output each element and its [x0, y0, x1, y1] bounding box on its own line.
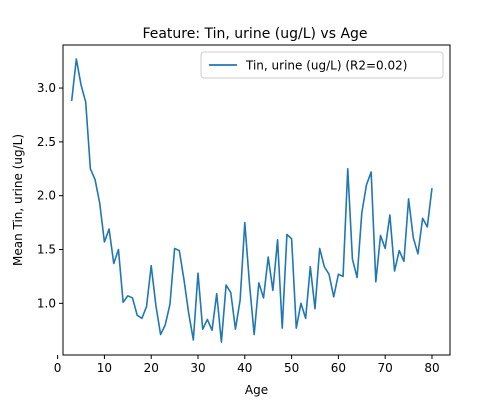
legend: Tin, urine (ug/L) (R2=0.02) — [200, 51, 444, 79]
y-tick-label: 2.5 — [37, 135, 56, 149]
y-axis-label: Mean Tin, urine (ug/L) — [11, 134, 25, 266]
series-line-0 — [70, 58, 433, 343]
legend-box — [200, 51, 444, 79]
x-tick-label: 60 — [331, 361, 346, 375]
x-tick-label: 0 — [54, 361, 62, 375]
chart-title: Feature: Tin, urine (ug/L) vs Age — [142, 26, 367, 42]
x-tick-label: 20 — [144, 361, 159, 375]
x-tick-label: 10 — [97, 361, 112, 375]
plot-frame — [62, 44, 451, 356]
y-tick-label: 1.0 — [37, 296, 56, 310]
y-tick-label: 1.5 — [37, 243, 56, 257]
x-tick-label: 40 — [237, 361, 252, 375]
y-tick-label: 2.0 — [37, 189, 56, 203]
y-tick-label: 3.0 — [37, 81, 56, 95]
x-axis-label: Age — [245, 383, 268, 397]
x-tick-label: 30 — [190, 361, 205, 375]
x-tick-label: 80 — [424, 361, 439, 375]
x-tick-label: 70 — [378, 361, 393, 375]
plot-area — [70, 58, 433, 343]
axis-ticks: 0 10 20 30 40 50 60 70 80 1.0 1.5 2.0 2.5 3.0 — [37, 81, 440, 375]
x-tick-label: 50 — [284, 361, 299, 375]
legend-entry: Tin, urine (ug/L) (R2=0.02) — [245, 59, 407, 73]
